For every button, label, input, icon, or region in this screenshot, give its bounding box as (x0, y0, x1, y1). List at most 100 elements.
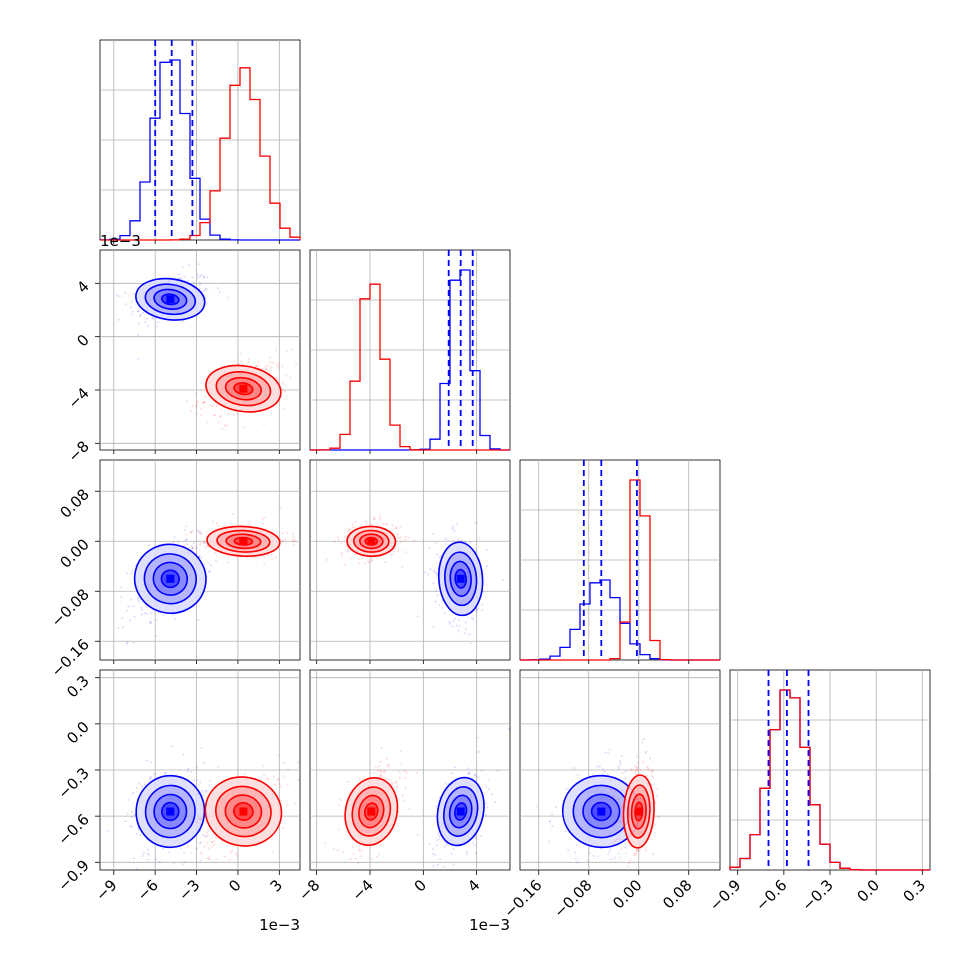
scatter-point (453, 766, 456, 769)
histogram-series-1 (100, 67, 301, 241)
tick-label: −0.6 (752, 876, 790, 914)
scatter-point (476, 607, 479, 610)
scatter-point (224, 524, 227, 528)
scatter-point (432, 569, 436, 573)
scatter-point (635, 849, 638, 853)
scatter-point (199, 542, 202, 545)
scatter-point (199, 822, 202, 826)
scatter-point (138, 782, 141, 785)
scatter-point (428, 546, 431, 549)
scatter-point (472, 841, 475, 844)
scatter-point (251, 556, 254, 559)
scatter-point (281, 540, 284, 543)
scatter-point (172, 540, 175, 544)
density-peak (456, 574, 465, 583)
scatter-point (130, 826, 133, 829)
scatter-point (436, 574, 439, 577)
scatter-point (480, 769, 483, 772)
scatter-point (386, 523, 389, 526)
scatter-point (273, 775, 276, 778)
scatter-point (391, 782, 394, 785)
scatter-point (194, 392, 197, 395)
scatter-point (635, 766, 639, 770)
scatter-point (634, 853, 637, 856)
panel-content (325, 515, 505, 645)
scatter-point (183, 860, 186, 863)
scatter-point (624, 770, 627, 773)
scatter-point (124, 303, 127, 306)
scatter-point (336, 849, 339, 852)
scatter-point (404, 539, 407, 542)
scatter-point (644, 847, 647, 850)
scatter-point (126, 641, 129, 644)
scatter-point (190, 530, 193, 534)
scatter-point (452, 847, 455, 850)
scatter-point (107, 829, 110, 833)
scatter-point (404, 551, 407, 554)
scatter-point (376, 855, 379, 859)
panel-1-0 (99, 249, 301, 451)
scatter-point (657, 815, 660, 818)
scatter-point (307, 757, 309, 759)
tick-label: 0.0 (63, 718, 93, 748)
scatter-point (126, 642, 129, 645)
scatter-point (203, 541, 206, 544)
scatter-point (137, 598, 140, 601)
scatter-point (182, 319, 185, 322)
scatter-point (183, 275, 186, 278)
scatter-point (372, 518, 375, 521)
scatter-point (619, 763, 622, 766)
scatter-point (448, 622, 451, 625)
scatter-point (474, 852, 477, 855)
scatter-point (199, 818, 202, 821)
scatter-point (214, 559, 217, 562)
scatter-point (133, 813, 136, 816)
scatter-point (639, 768, 642, 771)
scatter-point (217, 765, 220, 768)
scatter-point (620, 754, 624, 758)
scatter-point (214, 551, 217, 554)
scatter-point (126, 609, 129, 612)
scatter-point (597, 855, 600, 858)
scatter-point (118, 295, 121, 298)
scatter-point (158, 861, 161, 864)
scatter-point (207, 829, 210, 832)
scatter-point (434, 571, 437, 574)
scatter-point (481, 603, 484, 606)
scatter-point (451, 525, 454, 528)
scatter-point (191, 530, 194, 533)
scatter-point (404, 776, 407, 780)
scatter-point (443, 612, 446, 615)
scatter-point (435, 839, 439, 842)
scatter-point (463, 632, 466, 635)
scatter-point (434, 853, 437, 857)
scatter-point (186, 543, 189, 546)
scatter-point (602, 768, 605, 771)
scatter-point (398, 776, 401, 779)
scatter-point (204, 835, 207, 838)
scatter-point (277, 378, 280, 381)
density-peak (239, 384, 248, 393)
scatter-point (371, 858, 374, 861)
scatter-point (452, 620, 455, 623)
scatter-point (191, 276, 194, 279)
scatter-point (436, 833, 439, 836)
scatter-point (352, 852, 355, 855)
scatter-point (132, 292, 135, 295)
scatter-point (400, 763, 403, 766)
scatter-point (391, 553, 394, 556)
scatter-point (202, 541, 205, 544)
scatter-point (379, 844, 382, 847)
scatter-point (215, 404, 218, 407)
scatter-point (641, 741, 644, 744)
scatter-point (228, 872, 230, 874)
scatter-point (397, 549, 400, 553)
scatter-point (434, 600, 437, 603)
scatter-point (373, 517, 376, 520)
scatter-point (285, 374, 288, 377)
scatter-point (164, 772, 167, 775)
scatter-point (351, 523, 354, 526)
scatter-point (652, 852, 655, 856)
scatter-point (474, 837, 477, 840)
scatter-point (200, 747, 203, 750)
